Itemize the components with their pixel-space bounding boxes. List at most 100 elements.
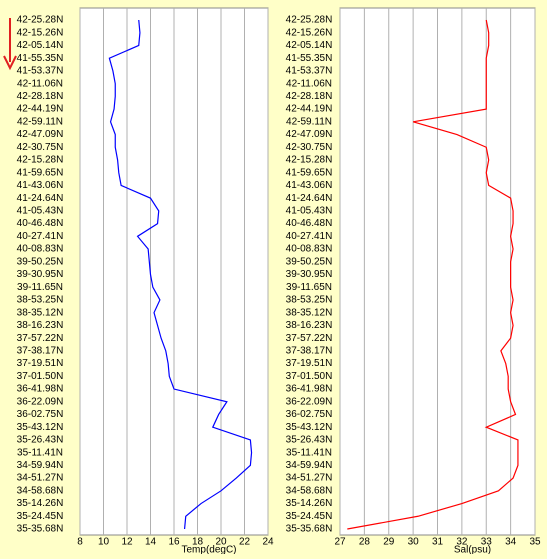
y-tick-label: 40-46.48N [286, 218, 333, 229]
y-tick-label: 40-46.48N [17, 218, 64, 229]
x-tick-label: 33 [481, 537, 493, 548]
y-tick-label: 35-26.43N [286, 435, 333, 446]
x-tick-label: 20 [215, 537, 227, 548]
y-tick-label: 37-19.51N [286, 358, 333, 369]
y-tick-label: 36-22.09N [286, 396, 333, 407]
y-tick-label: 40-08.83N [17, 244, 64, 255]
arrow-head [3, 55, 17, 71]
y-tick-label: 37-01.50N [286, 371, 333, 382]
x-tick-label: 29 [383, 537, 395, 548]
y-tick-label: 35-14.26N [286, 498, 333, 509]
y-tick-label: 39-11.65N [286, 282, 332, 293]
y-tick-label: 42-15.28N [286, 155, 333, 166]
y-tick-label: 42-25.28N [286, 15, 333, 26]
y-tick-label: 34-51.27N [286, 473, 333, 484]
y-tick-label: 41-43.06N [286, 180, 333, 191]
y-tick-label: 41-53.37N [286, 66, 333, 77]
x-tick-label: 24 [262, 537, 274, 548]
x-tick-label: 30 [408, 537, 420, 548]
y-tick-label: 42-47.09N [286, 129, 333, 140]
y-tick-label: 42-28.18N [17, 91, 64, 102]
y-tick-label: 34-58.68N [17, 485, 64, 496]
y-tick-label: 39-50.25N [286, 256, 333, 267]
y-tick-label: 40-08.83N [286, 244, 333, 255]
y-tick-label: 36-41.98N [17, 384, 64, 395]
x-tick-label: 12 [121, 537, 133, 548]
y-tick-label: 42-30.75N [17, 142, 64, 153]
x-tick-label: 27 [334, 537, 346, 548]
y-tick-label: 41-24.64N [17, 193, 64, 204]
y-tick-label: 42-47.09N [17, 129, 64, 140]
y-tick-label: 42-11.06N [17, 78, 63, 89]
y-tick-label: 38-53.25N [286, 295, 333, 306]
y-tick-label: 37-38.17N [17, 345, 64, 356]
x-tick-label: 34 [505, 537, 517, 548]
y-tick-label: 41-53.37N [17, 66, 64, 77]
y-tick-label: 42-59.11N [286, 116, 332, 127]
y-tick-label: 40-27.41N [286, 231, 333, 242]
x-tick-label: 8 [77, 537, 83, 548]
y-tick-label: 35-35.68N [286, 524, 333, 535]
y-tick-label: 35-43.12N [286, 422, 333, 433]
y-tick-label: 41-55.35N [286, 53, 333, 64]
y-tick-label: 41-59.65N [286, 167, 333, 178]
y-tick-label: 41-05.43N [286, 206, 333, 217]
y-tick-label: 42-44.19N [17, 104, 64, 115]
y-tick-label: 42-05.14N [17, 40, 64, 51]
y-tick-label: 42-28.18N [286, 91, 333, 102]
y-tick-label: 42-44.19N [286, 104, 333, 115]
y-tick-label: 37-19.51N [17, 358, 64, 369]
y-tick-label: 34-58.68N [286, 485, 333, 496]
y-tick-label: 38-16.23N [17, 320, 64, 331]
x-tick-label: 31 [432, 537, 444, 548]
y-tick-label: 38-53.25N [17, 295, 64, 306]
y-tick-label: 37-57.22N [17, 333, 64, 344]
y-tick-label: 36-02.75N [17, 409, 64, 420]
x-tick-label: 16 [168, 537, 180, 548]
y-tick-label: 36-41.98N [286, 384, 333, 395]
y-tick-label: 34-51.27N [17, 473, 64, 484]
y-tick-label: 39-50.25N [17, 256, 64, 267]
y-tick-label: 39-30.95N [17, 269, 64, 280]
x-tick-label: 35 [529, 537, 541, 548]
x-tick-label: 10 [98, 537, 110, 548]
y-tick-label: 42-15.26N [286, 27, 333, 38]
y-tick-label: 37-57.22N [286, 333, 333, 344]
data-line [347, 19, 519, 530]
y-tick-label: 38-16.23N [286, 320, 333, 331]
y-tick-label: 39-11.65N [17, 282, 63, 293]
y-tick-label: 36-02.75N [286, 409, 333, 420]
y-tick-label: 41-05.43N [17, 206, 64, 217]
y-tick-label: 35-35.68N [17, 524, 64, 535]
y-tick-label: 39-30.95N [286, 269, 333, 280]
x-axis-label: Sal(psu) [454, 545, 491, 554]
y-tick-label: 35-26.43N [17, 435, 64, 446]
y-tick-label: 42-11.06N [286, 78, 332, 89]
y-tick-label: 41-43.06N [17, 180, 64, 191]
x-tick-label: 22 [239, 537, 251, 548]
x-tick-label: 14 [145, 537, 157, 548]
x-axis-label: Temp(degC) [181, 545, 236, 554]
y-tick-label: 41-55.35N [17, 53, 64, 64]
x-tick-label: 28 [359, 537, 371, 548]
y-tick-label: 35-11.41N [286, 447, 332, 458]
y-tick-label: 42-59.11N [17, 116, 63, 127]
y-tick-label: 34-59.94N [286, 460, 333, 471]
y-tick-label: 38-35.12N [286, 307, 333, 318]
data-line [108, 19, 253, 530]
y-tick-label: 40-27.41N [17, 231, 64, 242]
y-tick-label: 41-24.64N [286, 193, 333, 204]
y-tick-label: 35-11.41N [17, 447, 63, 458]
y-tick-label: 35-24.45N [286, 511, 333, 522]
y-tick-label: 37-01.50N [17, 371, 64, 382]
y-tick-label: 42-25.28N [17, 15, 64, 26]
y-tick-label: 38-35.12N [17, 307, 64, 318]
y-tick-label: 42-15.28N [17, 155, 64, 166]
y-tick-label: 35-14.26N [17, 498, 64, 509]
y-tick-label: 42-05.14N [286, 40, 333, 51]
y-tick-label: 35-24.45N [17, 511, 64, 522]
y-tick-label: 37-38.17N [286, 345, 333, 356]
y-tick-label: 42-15.26N [17, 27, 64, 38]
x-tick-label: 18 [192, 537, 204, 548]
